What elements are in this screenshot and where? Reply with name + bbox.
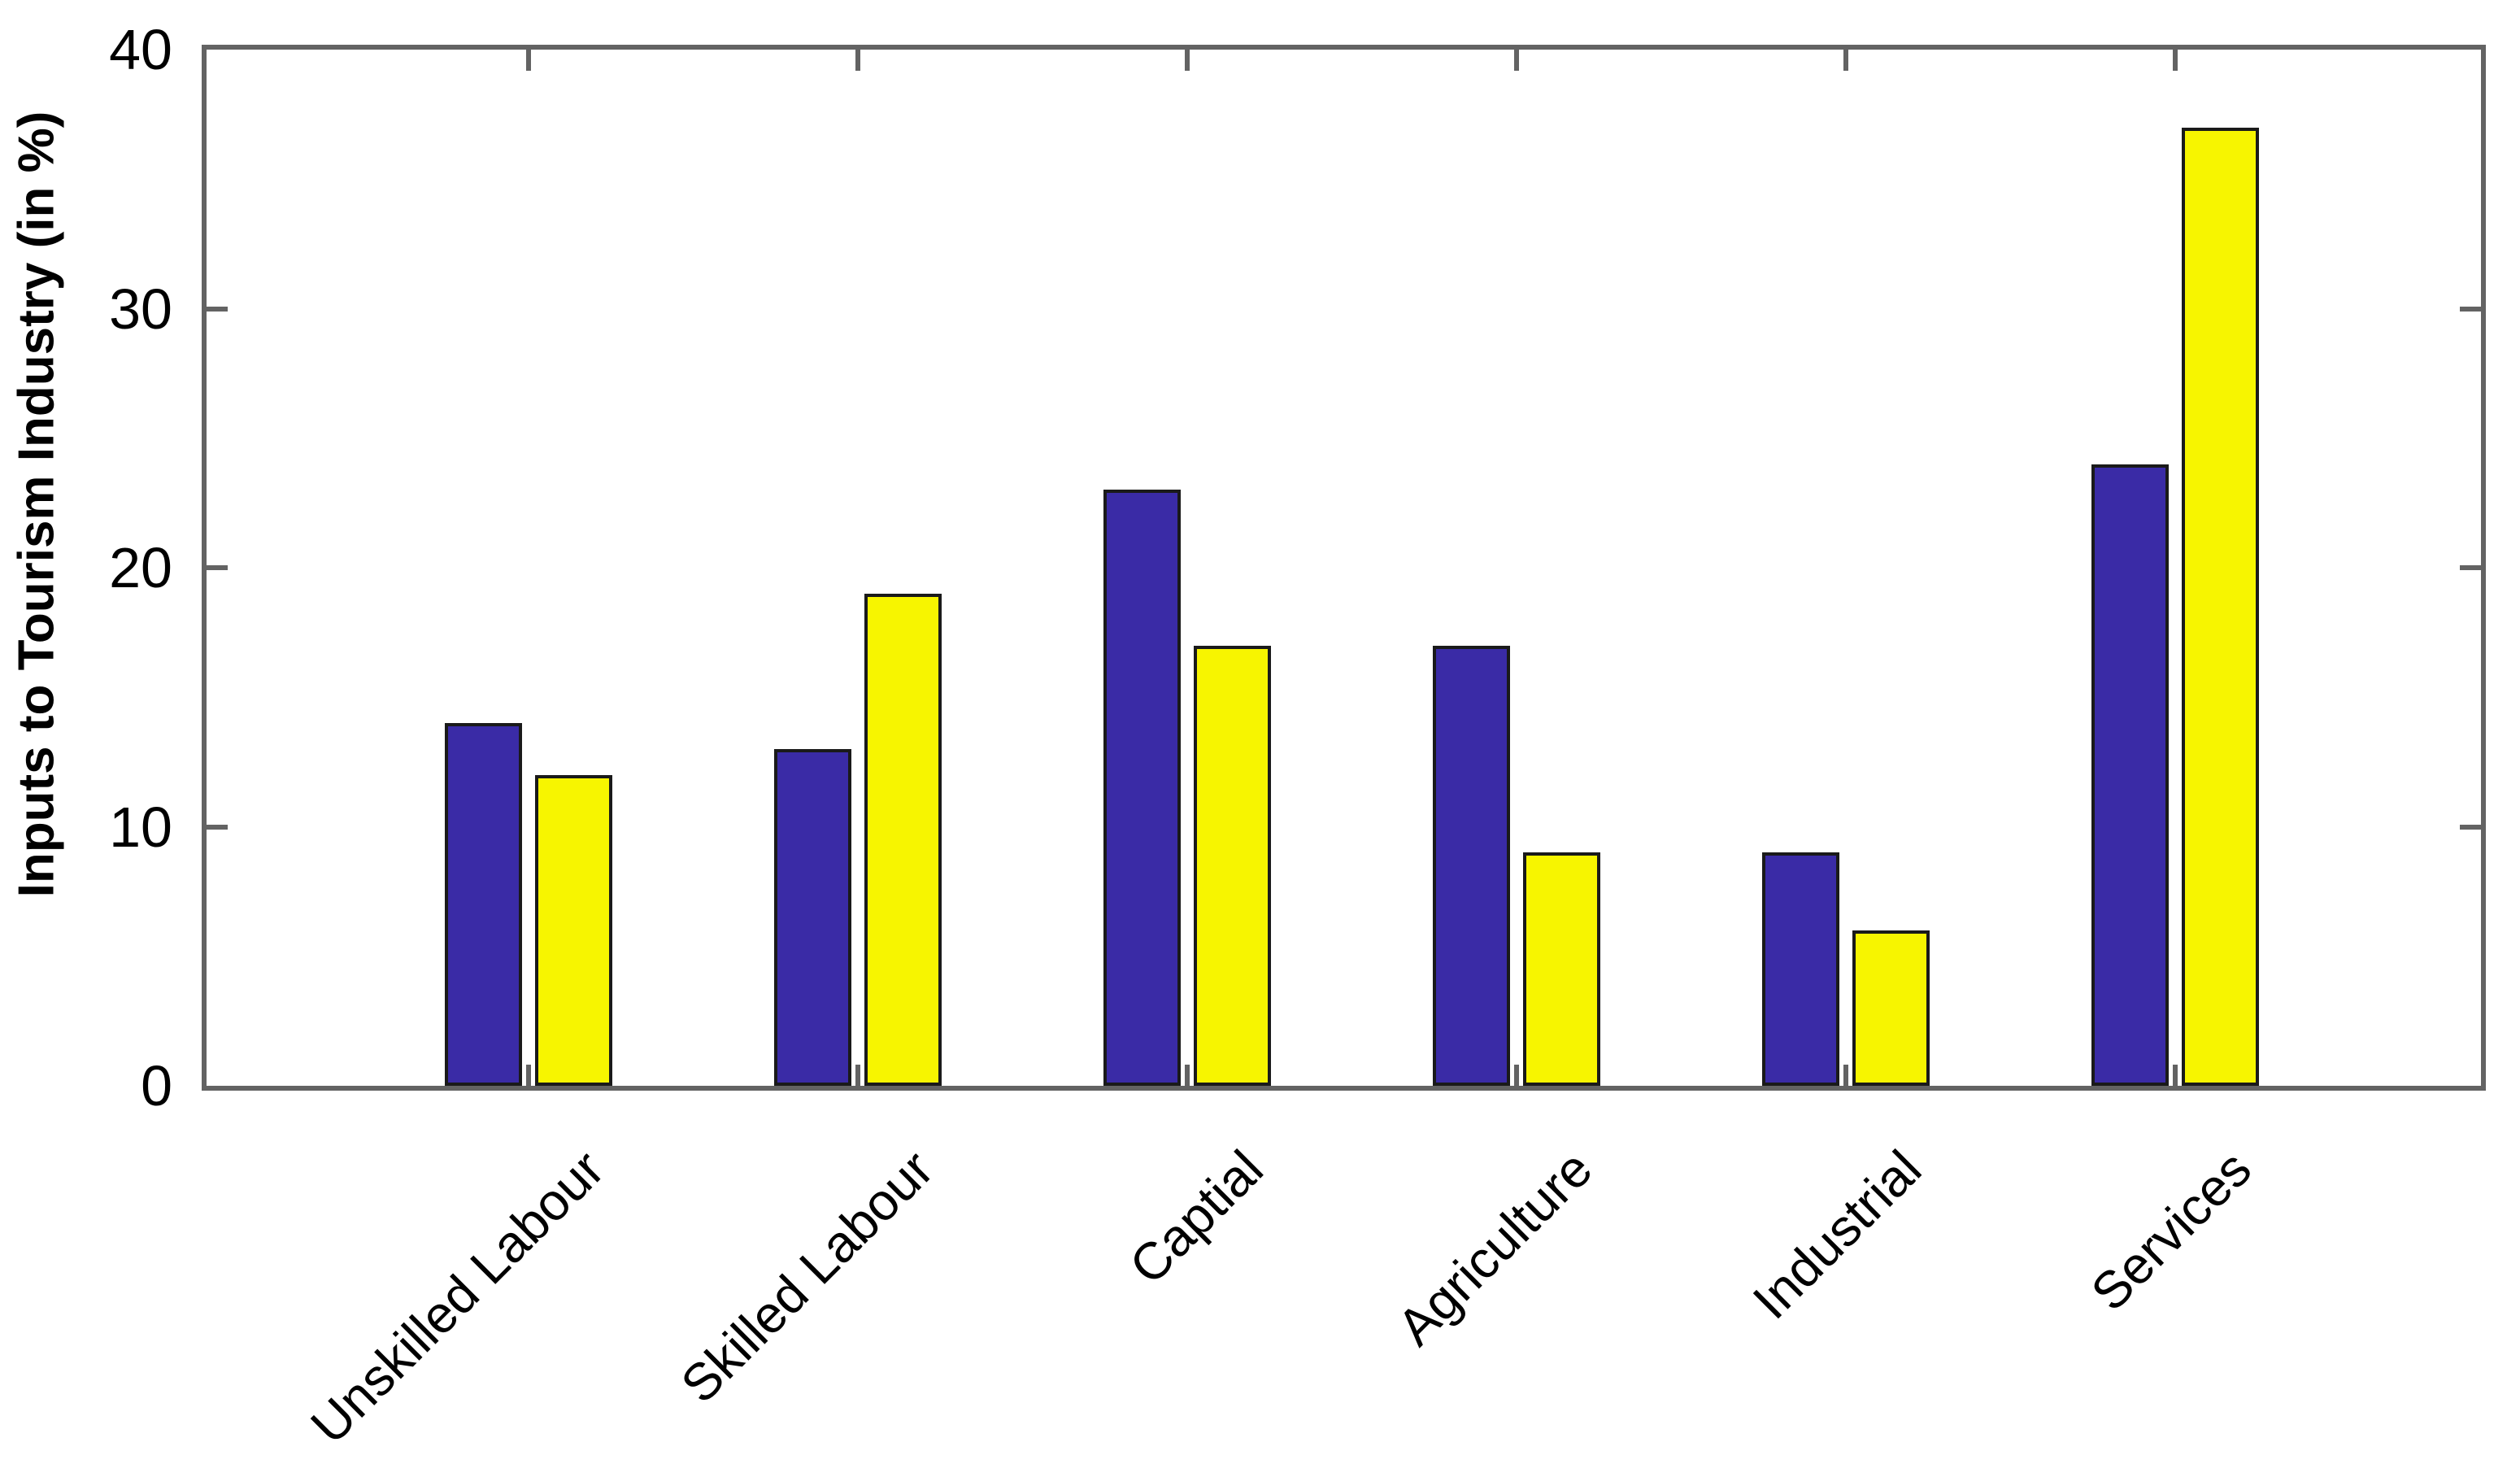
x-tick-top [526, 50, 531, 71]
x-tick-top [1185, 50, 1190, 71]
x-tick-top [1514, 50, 1519, 71]
bar-yellow-series-agriculture [1523, 852, 1600, 1086]
y-tick-right [2460, 565, 2481, 570]
y-tick-label-40: 40 [109, 18, 172, 81]
bar-yellow-series-industrial [1852, 930, 1930, 1086]
y-tick-right [2460, 306, 2481, 312]
x-tick-top [2173, 50, 2178, 71]
bar-blue-series-industrial [1762, 852, 1839, 1086]
bar-blue-series-skilled-labour [774, 749, 851, 1086]
x-tick-top [1843, 50, 1848, 71]
y-tick-label-30: 30 [109, 277, 172, 341]
bar-yellow-series-captial [1194, 646, 1271, 1086]
y-tick-label-20: 20 [109, 536, 172, 599]
x-category-label-industrial: Industrial [1742, 1139, 1933, 1331]
x-category-label-services: Services [2079, 1139, 2262, 1322]
y-axis-title: Inputs to Tourism Industry (in %) [8, 111, 65, 898]
plot-area [202, 45, 2486, 1091]
y-tick-left [207, 824, 228, 830]
x-tick-top [855, 50, 860, 71]
bar-blue-series-unskilled-labour [445, 723, 522, 1086]
y-tick-left [207, 306, 228, 312]
x-tick-bottom [526, 1065, 531, 1086]
y-tick-left [207, 565, 228, 570]
x-category-label-agriculture: Agriculture [1386, 1139, 1604, 1357]
x-tick-bottom [855, 1065, 860, 1086]
bar-blue-series-agriculture [1433, 646, 1510, 1086]
x-tick-bottom [1843, 1065, 1848, 1086]
bar-yellow-series-unskilled-labour [535, 775, 612, 1086]
x-category-label-captial: Captial [1117, 1139, 1274, 1296]
bar-yellow-series-skilled-labour [864, 594, 942, 1086]
bar-blue-series-captial [1103, 490, 1181, 1086]
x-tick-bottom [1185, 1065, 1190, 1086]
y-tick-label-10: 10 [109, 795, 172, 859]
bar-yellow-series-services [2182, 128, 2259, 1086]
y-tick-label-0: 0 [141, 1054, 172, 1118]
x-tick-bottom [1514, 1065, 1519, 1086]
x-category-label-skilled-labour: Skilled Labour [669, 1139, 945, 1414]
x-tick-bottom [2173, 1065, 2178, 1086]
x-category-label-unskilled-labour: Unskilled Labour [299, 1139, 616, 1455]
bar-blue-series-services [2091, 464, 2169, 1086]
y-tick-right [2460, 824, 2481, 830]
